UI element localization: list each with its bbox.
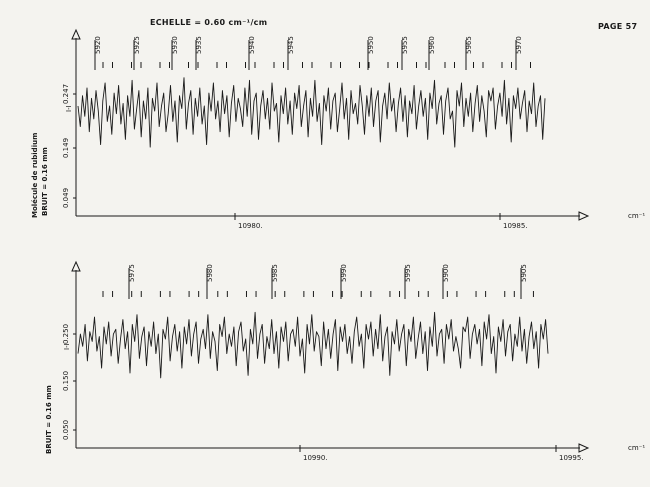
line-number-label: 5980 xyxy=(206,264,214,282)
line-number-label: 5905 xyxy=(520,264,528,282)
line-number-label: 5965 xyxy=(465,36,473,54)
y-tick-label: 0.149 xyxy=(62,138,70,158)
intensity-symbol-top: I-I xyxy=(65,105,73,112)
line-number-label: 5940 xyxy=(248,36,256,54)
x-tick-label: 10990. xyxy=(303,454,328,462)
line-number-label: 5900 xyxy=(442,264,450,282)
y-tick-label: 0.049 xyxy=(62,188,70,208)
line-number-label: 5960 xyxy=(428,36,436,54)
scale-label: ECHELLE = 0.60 cm⁻¹/cm xyxy=(150,18,268,27)
y-tick-label: 0.050 xyxy=(62,420,70,440)
page-number: PAGE 57 xyxy=(598,22,638,31)
spectrum-panel-1: 0.247 0.149 0.049 10980. 10985. 5920 5925 5930 5… xyxy=(62,28,590,230)
x-axis-arrow xyxy=(578,211,590,221)
line-number-label: 5930 xyxy=(171,36,179,54)
xunit-bottom: cm⁻¹ xyxy=(628,444,646,452)
y-tick-label: 0.150 xyxy=(62,371,70,391)
spectrum-trace xyxy=(77,77,546,148)
spectrum-trace xyxy=(77,311,549,379)
intensity-symbol-bottom: I-I xyxy=(63,343,71,350)
line-number-label: 5975 xyxy=(128,264,136,282)
y-tick-label: 0.250 xyxy=(62,324,70,344)
line-number-label: 5985 xyxy=(271,264,279,282)
line-number-label: 5995 xyxy=(404,264,412,282)
line-number-label: 5945 xyxy=(287,36,295,54)
y-tick-label: 0.247 xyxy=(62,84,70,104)
line-number-label: 5935 xyxy=(195,36,203,54)
xunit-top: cm⁻¹ xyxy=(628,212,646,220)
spectrum-panel-2: 0.250 0.150 0.050 10990. 10995. 5975 5980 5985 5… xyxy=(62,260,590,462)
line-number-label: 5920 xyxy=(94,36,102,54)
line-number-label: 5970 xyxy=(515,36,523,54)
line-number-label: 5990 xyxy=(340,264,348,282)
noise-label-bottom: BRUIT = 0.16 mm xyxy=(45,385,53,454)
x-tick-label: 10980. xyxy=(238,222,263,230)
line-number-label: 5925 xyxy=(133,36,141,54)
y-axis-arrow xyxy=(71,28,81,40)
x-axis-arrow xyxy=(578,443,590,453)
ylabel-top: Molécule de rubidium xyxy=(31,132,39,218)
x-tick-label: 10985. xyxy=(503,222,528,230)
noise-label-top: BRUIT = 0.16 mm xyxy=(41,147,49,216)
line-number-label: 5955 xyxy=(401,36,409,54)
x-tick-label: 10995. xyxy=(559,454,584,462)
line-number-label: 5950 xyxy=(367,36,375,54)
y-axis-arrow xyxy=(71,260,81,272)
